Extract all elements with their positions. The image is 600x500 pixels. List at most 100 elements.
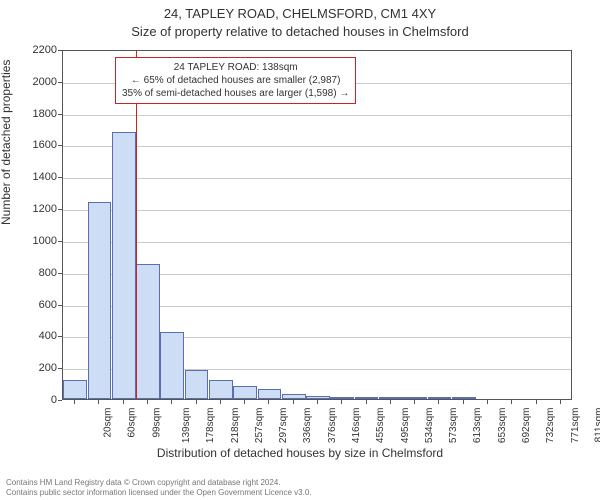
x-tick-label: 20sqm [103, 408, 114, 438]
x-tick-label: 573sqm [448, 408, 459, 444]
x-tick-mark [171, 400, 172, 404]
y-tick-mark [58, 50, 62, 51]
x-tick-mark [438, 400, 439, 404]
x-tick-mark [414, 400, 415, 404]
x-tick-label: 416sqm [351, 408, 362, 444]
x-tick-label: 811sqm [593, 408, 600, 443]
histogram-bar [306, 396, 330, 399]
x-tick-mark [390, 400, 391, 404]
x-tick-mark [196, 400, 197, 404]
gridline [63, 210, 571, 211]
footer-line2: Contains public sector information licen… [6, 488, 312, 498]
x-tick-mark [98, 400, 99, 404]
x-tick-label: 732sqm [545, 408, 556, 444]
x-tick-label: 99sqm [151, 408, 162, 438]
x-tick-mark [560, 400, 561, 404]
histogram-bar [88, 202, 112, 399]
plot-area: 24 TAPLEY ROAD: 138sqm ← 65% of detached… [62, 50, 572, 400]
y-tick-mark [58, 114, 62, 115]
annotation-line3: 35% of semi-detached houses are larger (… [122, 87, 349, 100]
x-tick-label: 376sqm [327, 408, 338, 444]
x-tick-label: 218sqm [230, 408, 241, 444]
y-tick-mark [58, 241, 62, 242]
x-tick-label: 257sqm [254, 408, 265, 444]
histogram-bar [185, 370, 209, 399]
histogram-bar [63, 380, 87, 399]
x-tick-label: 336sqm [303, 408, 314, 444]
x-tick-label: 178sqm [205, 408, 216, 444]
gridline [63, 115, 571, 116]
y-tick-label: 1800 [7, 108, 57, 120]
histogram-bar [209, 380, 233, 399]
footer-attribution: Contains HM Land Registry data © Crown c… [6, 478, 312, 498]
x-tick-label: 613sqm [473, 408, 484, 444]
y-tick-label: 2200 [7, 44, 57, 56]
y-tick-mark [58, 209, 62, 210]
histogram-bar [136, 264, 160, 399]
y-tick-label: 800 [7, 267, 57, 279]
y-tick-mark [58, 82, 62, 83]
histogram-bar [282, 394, 306, 399]
x-tick-mark [74, 400, 75, 404]
histogram-bar [112, 132, 136, 399]
annotation-line2: ← 65% of detached houses are smaller (2,… [122, 74, 349, 87]
x-tick-mark [463, 400, 464, 404]
chart-title-line1: 24, TAPLEY ROAD, CHELMSFORD, CM1 4XY [0, 6, 600, 21]
x-tick-label: 139sqm [181, 408, 192, 444]
histogram-bar [330, 397, 354, 399]
y-tick-mark [58, 177, 62, 178]
x-tick-label: 297sqm [278, 408, 289, 444]
annotation-line1: 24 TAPLEY ROAD: 138sqm [122, 61, 349, 74]
annotation-box: 24 TAPLEY ROAD: 138sqm ← 65% of detached… [115, 57, 356, 104]
x-tick-mark [341, 400, 342, 404]
histogram-bar [379, 397, 403, 399]
y-tick-mark [58, 336, 62, 337]
x-tick-mark [268, 400, 269, 404]
y-tick-mark [58, 368, 62, 369]
chart-title-line2: Size of property relative to detached ho… [0, 24, 600, 39]
x-tick-mark [317, 400, 318, 404]
x-axis-label: Distribution of detached houses by size … [0, 446, 600, 460]
y-tick-mark [58, 273, 62, 274]
gridline [63, 242, 571, 243]
gridline [63, 146, 571, 147]
x-tick-label: 455sqm [375, 408, 386, 444]
y-tick-label: 1600 [7, 139, 57, 151]
histogram-bar [160, 332, 184, 399]
x-tick-mark [293, 400, 294, 404]
x-tick-mark [536, 400, 537, 404]
y-tick-label: 0 [7, 394, 57, 406]
y-tick-mark [58, 305, 62, 306]
y-tick-label: 1200 [7, 203, 57, 215]
y-tick-label: 400 [7, 330, 57, 342]
histogram-bar [403, 397, 427, 399]
x-tick-mark [487, 400, 488, 404]
histogram-bar [355, 397, 379, 399]
x-tick-mark [244, 400, 245, 404]
x-tick-label: 653sqm [497, 408, 508, 444]
x-tick-mark [220, 400, 221, 404]
x-tick-mark [147, 400, 148, 404]
x-tick-label: 495sqm [400, 408, 411, 444]
x-tick-mark [511, 400, 512, 404]
histogram-bar [258, 389, 282, 399]
chart-container: { "title_line1": "24, TAPLEY ROAD, CHELM… [0, 0, 600, 500]
footer-line1: Contains HM Land Registry data © Crown c… [6, 478, 312, 488]
gridline [63, 178, 571, 179]
x-tick-label: 692sqm [521, 408, 532, 444]
x-tick-mark [366, 400, 367, 404]
histogram-bar [452, 397, 476, 399]
y-tick-mark [58, 145, 62, 146]
histogram-bar [428, 397, 452, 399]
y-tick-mark [58, 400, 62, 401]
histogram-bar [233, 386, 257, 399]
y-tick-label: 2000 [7, 76, 57, 88]
x-tick-label: 534sqm [424, 408, 435, 444]
y-tick-label: 200 [7, 362, 57, 374]
x-tick-label: 60sqm [127, 408, 138, 438]
x-tick-label: 771sqm [570, 408, 581, 444]
x-tick-mark [123, 400, 124, 404]
y-tick-label: 1000 [7, 235, 57, 247]
y-tick-label: 600 [7, 299, 57, 311]
y-tick-label: 1400 [7, 171, 57, 183]
